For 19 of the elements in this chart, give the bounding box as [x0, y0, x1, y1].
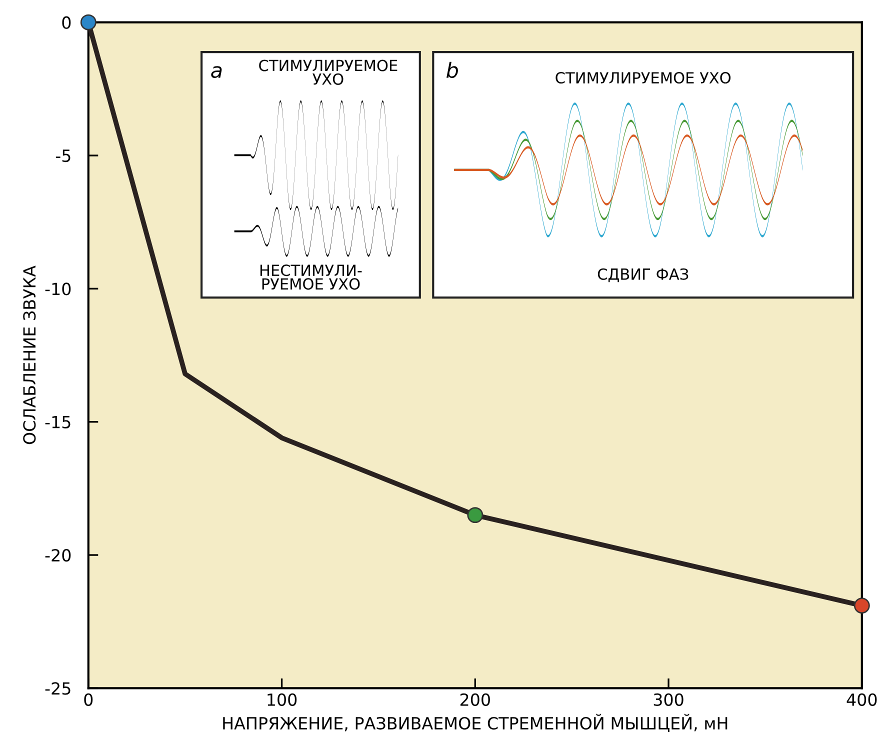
x-tick-label: 100: [268, 693, 297, 706]
x-tick-label: 200: [460, 693, 490, 706]
y-tick-label: -5: [56, 150, 70, 162]
x-tick-label: 300: [654, 693, 684, 706]
annotation: СДВИГ ФАЗ: [598, 268, 688, 282]
annotation: b: [446, 62, 458, 78]
annotation: НЕСТИМУЛИ- РУЕМОЕ УХО: [260, 264, 362, 290]
x-tick-label: 0: [84, 693, 93, 706]
y-axis-title: ОСЛАБЛЕНИЕ ЗВУКА: [23, 266, 36, 444]
annotation: a: [211, 66, 222, 78]
y-tick-label: -10: [45, 282, 71, 296]
y-tick-label: -25: [45, 682, 70, 695]
annotation: СТИМУЛИРУЕМОЕ УХО: [556, 72, 731, 84]
y-tick-label: -15: [45, 416, 70, 428]
x-tick-label: 400: [846, 693, 877, 706]
y-tick-label: 0: [62, 16, 71, 29]
x-axis-title: НАПРЯЖЕНИЕ, РАЗВИВАЕМОЕ СТРЕМЕННОЙ МЫШЦЕЙ, мН: [223, 714, 728, 732]
annotation: СТИМУЛИРУЕМОЕ УХО: [259, 60, 398, 85]
y-tick-label: -20: [45, 548, 71, 562]
